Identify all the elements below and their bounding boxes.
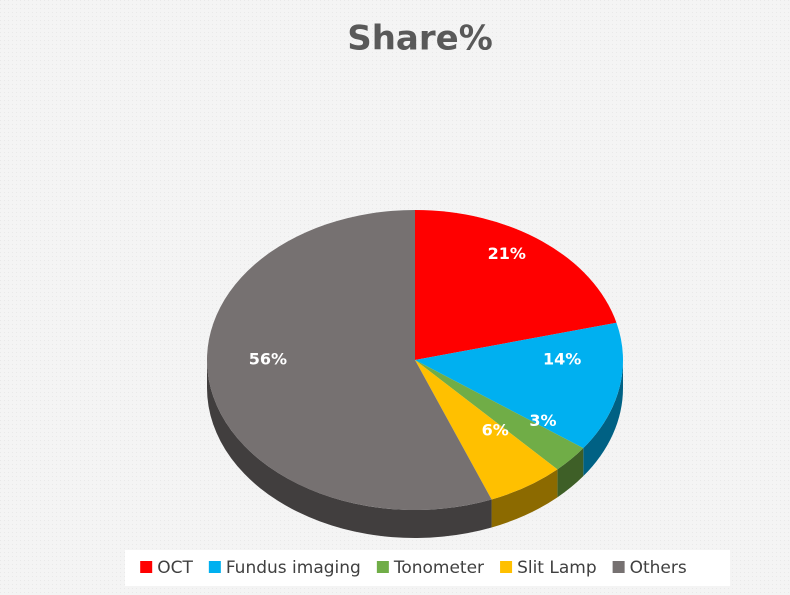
legend-label: OCT [157, 558, 193, 578]
legend-swatch [376, 561, 389, 573]
slice [415, 360, 558, 500]
slice [415, 360, 584, 470]
slice [415, 210, 617, 360]
legend-swatch [612, 561, 625, 573]
slice-side [207, 360, 492, 539]
legend-label: Slit Lamp [517, 558, 597, 578]
data-label: 14% [543, 350, 581, 369]
data-label: 3% [529, 411, 556, 430]
legend-label: Tonometer [393, 558, 484, 578]
slice-side [491, 469, 558, 528]
data-label: 21% [488, 244, 526, 263]
legend-label: Others [630, 558, 687, 578]
slice-side [583, 360, 623, 477]
legend-box [125, 550, 730, 586]
slice-side [557, 448, 584, 498]
legend-swatch [140, 561, 153, 573]
slice [415, 322, 623, 449]
legend-label: Fundus imaging [226, 558, 361, 578]
data-label: 56% [249, 350, 287, 369]
legend-swatch [208, 561, 221, 573]
chart-title: Share% [347, 19, 493, 59]
legend-swatch [500, 561, 513, 573]
slice [207, 210, 492, 510]
data-label: 6% [482, 421, 509, 440]
